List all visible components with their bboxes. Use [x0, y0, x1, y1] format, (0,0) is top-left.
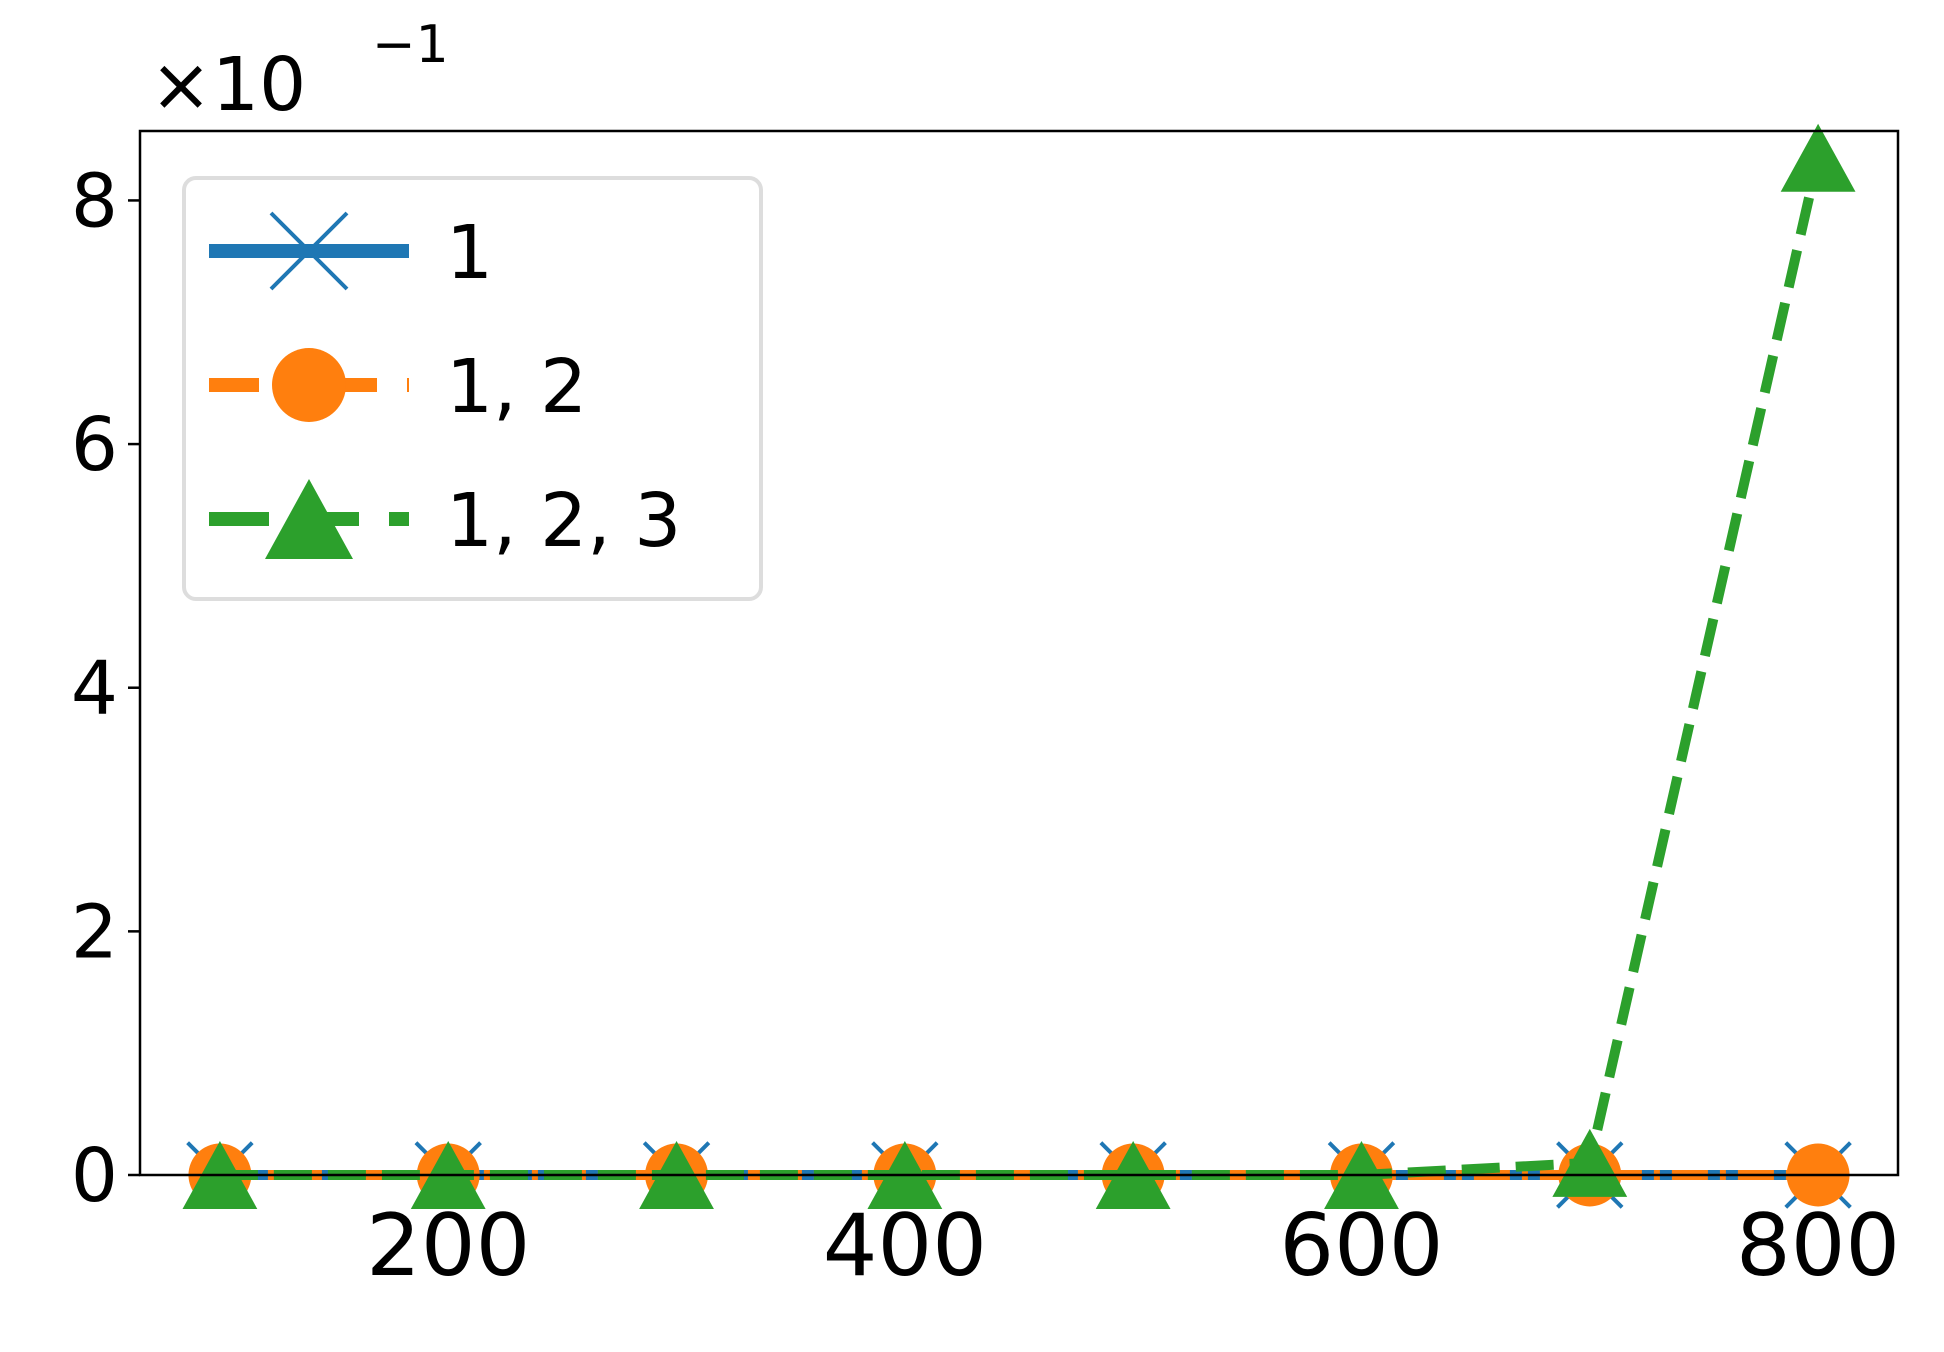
series-line [219, 156, 1823, 1180]
y-tick-label: 4 [71, 646, 118, 732]
x-tick-label: 400 [823, 1196, 987, 1296]
y-offset-exponent: −1 [372, 15, 449, 75]
legend-label: 1, 2 [446, 344, 587, 430]
legend-box [182, 176, 763, 601]
legend-marker [269, 211, 349, 291]
data-point [1780, 123, 1856, 192]
y-tick-label: 2 [71, 889, 118, 975]
x-tick-label: 200 [366, 1196, 530, 1296]
y-tick-label: 8 [71, 158, 118, 244]
legend-marker [272, 348, 346, 422]
legend-label: 1, 2, 3 [446, 478, 681, 564]
y-tick-label: 6 [71, 402, 118, 488]
x-tick-label: 800 [1736, 1196, 1900, 1296]
x-tick-label: 600 [1279, 1196, 1443, 1296]
legend: 1 1, 2 1, 2, 3 [182, 176, 763, 601]
y-offset-base: ×10 [150, 42, 306, 128]
legend-label: 1 [446, 210, 493, 296]
y-tick-label: 0 [71, 1133, 118, 1219]
plot-frame [138, 129, 1900, 1177]
legend-marker [265, 479, 353, 559]
data-point [1552, 1128, 1628, 1197]
